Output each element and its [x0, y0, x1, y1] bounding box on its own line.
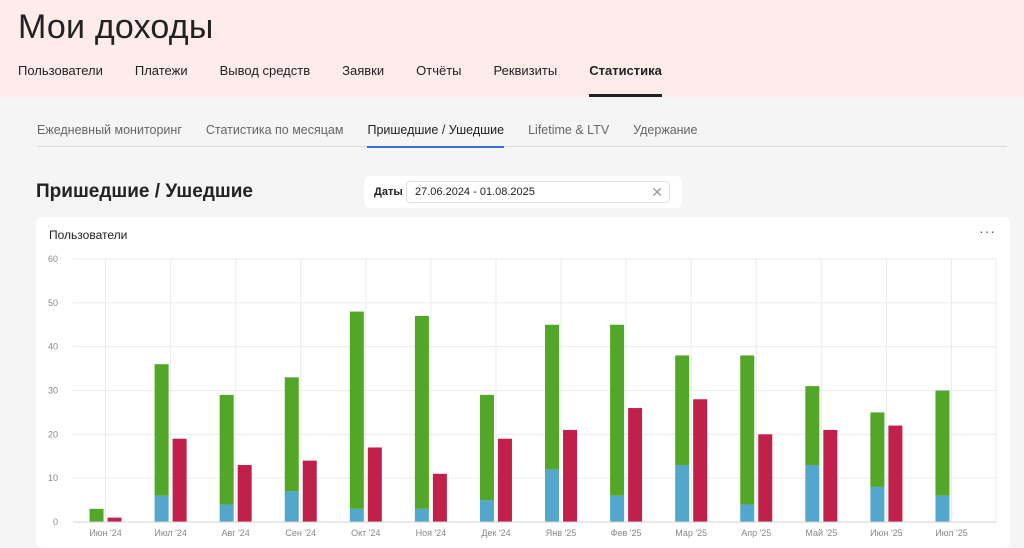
header: Мои доходы Пользователи Платежи Вывод ср…	[0, 0, 1024, 97]
bar-departed	[888, 425, 903, 522]
y-tick-label: 40	[48, 342, 58, 352]
x-tick-label: Июн '25	[870, 528, 902, 538]
nav-item-reports[interactable]: Отчёты	[416, 63, 462, 78]
bar-segment-arrived	[805, 386, 820, 466]
bar-departed	[628, 408, 643, 522]
y-tick-label: 0	[53, 517, 58, 527]
bar-departed	[758, 434, 773, 522]
bar-segment-arrived	[284, 491, 299, 522]
bar-segment-arrived	[349, 311, 364, 509]
y-tick-label: 30	[48, 386, 58, 396]
bar-segment-arrived	[284, 377, 299, 492]
bar-segment-arrived	[219, 504, 234, 522]
x-tick-label: Ноя '24	[416, 528, 447, 538]
bar-departed	[563, 429, 578, 522]
bar-departed	[367, 447, 382, 522]
x-tick-label: Май '25	[805, 528, 837, 538]
bar-segment-arrived	[610, 495, 625, 522]
date-range-input[interactable]: 27.06.2024 - 01.08.2025 ✕	[406, 181, 670, 203]
bar-segment-arrived	[740, 504, 755, 522]
bar-departed	[302, 460, 317, 522]
date-filter-label: Даты	[374, 186, 403, 198]
x-tick-label: Окт '24	[351, 528, 380, 538]
x-tick-label: Янв '25	[546, 528, 576, 538]
bar-segment-arrived	[479, 394, 494, 501]
section-title: Пришедшие / Ушедшие	[36, 181, 253, 202]
bar-departed	[693, 399, 708, 522]
nav-item-requisites[interactable]: Реквизиты	[493, 63, 558, 78]
bar-segment-arrived	[154, 495, 169, 522]
bar-chart: 0 10 20 30 40 50 60 Июн '24 Июл '24 Авг '24 Сен '2…	[48, 254, 997, 538]
bar-segment-arrived	[545, 469, 560, 522]
nav-item-withdrawals[interactable]: Вывод средств	[219, 63, 311, 78]
more-horizontal-icon[interactable]: ···	[979, 223, 996, 239]
bar-segment-arrived	[154, 364, 169, 496]
x-tick-label: Июн '24	[89, 528, 121, 538]
bar-segment-arrived	[545, 324, 560, 470]
x-tick-label: Июл '25	[935, 528, 968, 538]
bar-departed	[237, 465, 252, 522]
bar-departed	[172, 438, 187, 522]
bar-segment-arrived	[479, 500, 494, 522]
x-tick-label: Авг '24	[222, 528, 250, 538]
chart-card: 0 10 20 30 40 50 60 Июн '24 Июл '24 Авг '24 Сен '2…	[36, 217, 1010, 548]
bar-segment-arrived	[675, 355, 690, 466]
tab-retention[interactable]: Удержание	[633, 123, 698, 137]
bar-segment-arrived	[414, 315, 429, 509]
tab-arrived-departed[interactable]: Пришедшие / Ушедшие	[367, 123, 504, 148]
tab-monthly-stats[interactable]: Статистика по месяцам	[205, 123, 344, 137]
x-tick-label: Фев '25	[611, 528, 642, 538]
x-tick-label: Дек '24	[481, 528, 510, 538]
bar-segment-arrived	[414, 508, 429, 522]
date-range-value: 27.06.2024 - 01.08.2025	[415, 186, 535, 198]
bar-segment-arrived	[740, 355, 755, 505]
page-title: Мои доходы	[18, 8, 214, 46]
chart-card-title: Пользователи	[49, 228, 128, 242]
bar-departed	[823, 429, 838, 522]
nav-item-users[interactable]: Пользователи	[18, 63, 103, 78]
sub-tabs: Ежедневный мониторинг Статистика по меся…	[37, 123, 1007, 148]
bar-segment-arrived	[89, 508, 104, 522]
main-nav: Пользователи Платежи Вывод средств Заявк…	[18, 63, 694, 97]
bar-departed	[107, 517, 122, 522]
bar-departed	[497, 438, 512, 522]
x-tick-label: Сен '24	[285, 528, 316, 538]
bar-segment-arrived	[219, 394, 234, 505]
bar-departed	[432, 473, 447, 522]
bar-segment-arrived	[935, 390, 950, 496]
close-icon[interactable]: ✕	[651, 184, 663, 200]
nav-item-payments[interactable]: Платежи	[134, 63, 188, 78]
nav-item-requests[interactable]: Заявки	[342, 63, 385, 78]
content-panel: Ежедневный мониторинг Статистика по меся…	[18, 97, 1024, 548]
tab-daily-monitoring[interactable]: Ежедневный мониторинг	[37, 123, 182, 137]
bar-segment-arrived	[349, 508, 364, 522]
bar-segment-arrived	[935, 495, 950, 522]
y-tick-label: 10	[48, 473, 58, 483]
x-tick-label: Апр '25	[741, 528, 771, 538]
bar-segment-arrived	[870, 412, 885, 487]
bar-segment-arrived	[675, 465, 690, 522]
x-tick-label: Мар '25	[675, 528, 707, 538]
x-tick-label: Июл '24	[154, 528, 187, 538]
y-tick-label: 20	[48, 429, 58, 439]
y-tick-label: 60	[48, 254, 58, 264]
bar-segment-arrived	[870, 486, 885, 522]
date-filter: Даты 27.06.2024 - 01.08.2025 ✕	[364, 176, 682, 208]
y-tick-label: 50	[48, 298, 58, 308]
nav-item-statistics[interactable]: Статистика	[589, 63, 662, 97]
bar-segment-arrived	[610, 324, 625, 496]
bar-segment-arrived	[805, 465, 820, 522]
tab-lifetime-ltv[interactable]: Lifetime & LTV	[528, 123, 610, 137]
